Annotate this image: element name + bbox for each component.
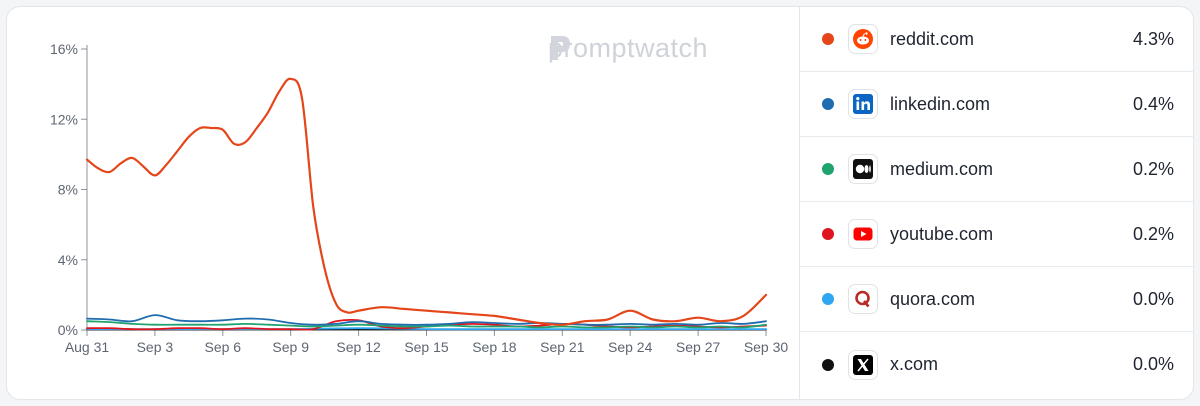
legend-panel: reddit.com 4.3% linkedin.com 0.4% — [799, 7, 1193, 399]
legend-label-quora: quora.com — [890, 288, 976, 309]
series-line-linkedin — [86, 314, 767, 326]
x-tick-label: Aug 31 — [65, 339, 110, 355]
x-tick-label: Sep 21 — [540, 339, 585, 355]
legend-label-x: x.com — [890, 354, 939, 374]
series-line-medium — [86, 320, 767, 329]
legend-row-quora[interactable]: quora.com 0.0% — [800, 267, 1193, 332]
series-line-reddit — [85, 77, 768, 326]
legend-label-medium: medium.com — [890, 158, 994, 179]
promptwatch-logo-icon — [551, 36, 570, 60]
legend-row-linkedin[interactable]: linkedin.com 0.4% — [800, 72, 1193, 137]
x-tick-label: Sep 12 — [336, 339, 381, 355]
y-tick-label: 16% — [50, 41, 78, 57]
y-tick-label: 0% — [58, 322, 78, 338]
legend-row-youtube[interactable]: youtube.com 0.2% — [800, 202, 1193, 267]
legend-value-x: 0.0% — [1132, 354, 1174, 374]
x-dot — [822, 358, 834, 371]
legend-row-medium[interactable]: medium.com 0.2% — [800, 137, 1193, 202]
medium-dot — [822, 163, 834, 175]
legend-value-linkedin: 0.4% — [1132, 93, 1174, 114]
reddit-icon — [848, 24, 878, 54]
legend-value-youtube: 0.2% — [1132, 223, 1174, 244]
x-tick-label: Sep 18 — [472, 339, 517, 355]
medium-icon — [848, 154, 878, 184]
y-tick-label: 8% — [58, 182, 78, 198]
line-chart: 0% 4% 8% 12% 16% Aug 31 Sep 3 Sep 6 Sep 9 Sep 12 S… — [50, 41, 789, 355]
linkedin-dot — [822, 98, 834, 110]
legend-label-linkedin: linkedin.com — [890, 93, 991, 114]
watermark: promptwatch — [548, 33, 708, 64]
quora-dot — [822, 293, 834, 305]
chart-area: 0% 4% 8% 12% 16% Aug 31 Sep 3 Sep 6 Sep 9 Sep 12 S… — [7, 7, 799, 399]
chart-card: 0% 4% 8% 12% 16% Aug 31 Sep 3 Sep 6 Sep 9 Sep 12 S… — [6, 6, 1194, 400]
x-tick-label: Sep 3 — [137, 339, 174, 355]
x-tick-label: Sep 6 — [205, 339, 242, 355]
linkedin-icon — [848, 89, 878, 119]
y-tick-label: 4% — [58, 252, 78, 268]
x-tick-label: Sep 27 — [676, 339, 721, 355]
legend-label-reddit: reddit.com — [890, 28, 975, 49]
x-tick-label: Sep 30 — [744, 339, 789, 355]
y-tick-label: 12% — [50, 111, 78, 127]
quora-icon — [848, 284, 878, 314]
legend-label-youtube: youtube.com — [890, 223, 994, 244]
youtube-dot — [822, 228, 834, 240]
x-tick-label: Sep 9 — [272, 339, 309, 355]
legend-row-reddit[interactable]: reddit.com 4.3% — [800, 7, 1193, 72]
watermark-text: promptwatch — [548, 33, 709, 63]
x-tick-label: Sep 24 — [608, 339, 653, 355]
legend-value-quora: 0.0% — [1132, 288, 1174, 309]
legend-value-medium: 0.2% — [1132, 158, 1174, 179]
reddit-dot — [822, 33, 834, 45]
legend-row-x[interactable]: x.com 0.0% — [800, 332, 1193, 397]
x-tick-label: Sep 15 — [404, 339, 449, 355]
legend-value-reddit: 4.3% — [1132, 28, 1174, 49]
x-icon — [848, 349, 878, 380]
youtube-icon — [848, 219, 878, 249]
